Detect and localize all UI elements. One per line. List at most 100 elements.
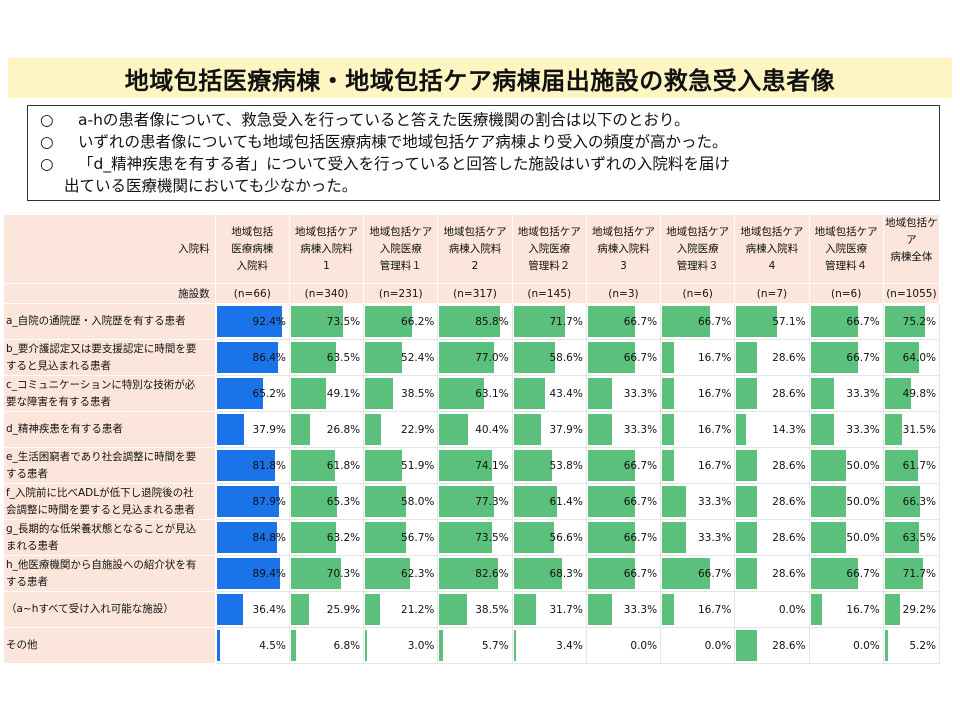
value-cell: 58.0% — [363, 483, 439, 520]
summary-line-1: ○ a-hの患者像について、救急受入を行っていると答えた医療機関の割合は以下のと… — [40, 109, 929, 131]
row-label-line: 会調整に時間を要すると見込まれる患者 — [6, 503, 195, 516]
value-cell: 28.6% — [734, 519, 810, 556]
value-label: 65.2% — [252, 387, 286, 400]
bar-green — [513, 306, 565, 337]
bar-green — [587, 594, 612, 625]
row-label-line: すると見込まれる患者 — [6, 359, 111, 372]
bar-green — [513, 342, 556, 373]
bar-green — [587, 414, 612, 445]
row-label-line: する患者 — [6, 575, 48, 588]
value-cell: 63.5% — [288, 339, 365, 376]
value-cell: 28.6% — [734, 447, 810, 484]
bar-green — [290, 342, 337, 373]
bar-green — [439, 414, 469, 445]
column-header-line: 医療病棟 — [231, 242, 274, 255]
value-cell: 63.2% — [288, 519, 365, 556]
value-label: 63.1% — [475, 387, 509, 400]
value-cell: 92.4% — [214, 303, 290, 340]
value-cell: 22.9% — [363, 411, 439, 448]
bar-green — [439, 558, 499, 589]
value-cell: 77.0% — [437, 339, 513, 376]
value-label: 77.0% — [475, 351, 509, 364]
value-label: 58.0% — [401, 495, 435, 508]
bar-green — [290, 630, 296, 661]
value-label: 31.7% — [549, 603, 583, 616]
value-cell: 0.0% — [585, 627, 662, 664]
value-cell: 87.9% — [214, 483, 290, 520]
value-label: 50.0% — [846, 495, 880, 508]
value-cell: 16.7% — [660, 447, 736, 484]
value-cell: 51.9% — [363, 447, 439, 484]
bar-green — [439, 342, 495, 373]
row-label: b_要介護認定又は要支援認定に時間を要 すると見込まれる患者 — [3, 339, 216, 376]
value-label: 73.5% — [475, 531, 509, 544]
value-cell: 66.7% — [585, 339, 662, 376]
value-label: 0.0% — [704, 639, 732, 652]
bar-green — [439, 522, 492, 553]
bar-green — [736, 306, 777, 337]
value-label: 66.7% — [623, 459, 658, 472]
value-cell: 33.3% — [585, 411, 662, 448]
column-header: 地域包括 医療病棟 入院料 — [214, 214, 290, 284]
row-label-line: する患者 — [6, 467, 48, 480]
column-header: 地域包括ケア 入院医療 管理料２ — [511, 214, 587, 284]
column-header: 地域包括ケア 病棟全体 — [882, 214, 941, 284]
column-header: 地域包括ケア 病棟入院料 1 — [288, 214, 365, 284]
value-cell: 0.0% — [734, 591, 810, 628]
column-header-line: 地域包括ケア — [740, 225, 804, 238]
column-header-line: 地域包括ケア — [814, 225, 878, 238]
value-cell: 49.1% — [288, 375, 365, 412]
value-label: 56.6% — [549, 531, 583, 544]
row-label: h_他医療機関から自施設への紹介状を有 する患者 — [3, 555, 216, 592]
value-label: 37.9% — [549, 423, 583, 436]
bar-green — [290, 522, 336, 553]
value-cell: 66.7% — [808, 555, 884, 592]
value-cell: 28.6% — [734, 627, 810, 664]
value-cell: 57.1% — [734, 303, 810, 340]
table-row: h_他医療機関から自施設への紹介状を有 する患者 89.4% 70.3% 62.3% 82… — [3, 555, 941, 592]
bar-green — [810, 594, 823, 625]
value-cell: 66.7% — [808, 303, 884, 340]
row-label-line: e_生活困窮者であり社会調整に時間を要 — [6, 450, 197, 463]
column-header-line: 地域包括ケア — [369, 225, 433, 238]
value-cell: 86.4% — [214, 339, 290, 376]
bar-green — [662, 558, 710, 589]
value-cell: 36.4% — [214, 591, 290, 628]
bar-green — [513, 450, 552, 481]
row-label: d_精神疾患を有する患者 — [3, 411, 216, 448]
value-cell: 4.5% — [214, 627, 290, 664]
value-label: 71.7% — [902, 567, 936, 580]
value-label: 33.3% — [623, 387, 658, 400]
column-header: 地域包括ケア 病棟入院料 2 — [437, 214, 513, 284]
value-cell: 3.4% — [511, 627, 587, 664]
value-cell: 33.3% — [660, 483, 736, 520]
bar-green — [513, 558, 563, 589]
column-header-line — [884, 266, 939, 283]
header-label: 入院料 — [3, 214, 216, 284]
row-label-line: 要な障害を有する患者 — [6, 395, 111, 408]
bar-green — [587, 306, 636, 337]
value-cell: 38.5% — [363, 375, 439, 412]
bullet-circle-icon: ○ — [40, 111, 54, 129]
value-label: 66.7% — [697, 567, 732, 580]
row-label: e_生活困窮者であり社会調整に時間を要 する患者 — [3, 447, 216, 484]
value-cell: 66.7% — [660, 303, 736, 340]
value-label: 61.4% — [549, 495, 583, 508]
bar-green — [810, 450, 847, 481]
value-cell: 16.7% — [808, 591, 884, 628]
value-cell: 66.7% — [660, 555, 736, 592]
value-cell: 16.7% — [660, 339, 736, 376]
bar-green — [439, 306, 501, 337]
value-label: 33.3% — [697, 531, 732, 544]
value-label: 0.0% — [778, 603, 806, 616]
bar-green — [736, 522, 757, 553]
bar-green — [290, 450, 335, 481]
table-row: d_精神疾患を有する患者 37.9% 26.8% 22.9% 40.4% 37.9% 33.… — [3, 411, 941, 448]
title-bar: 地域包括医療病棟・地域包括ケア病棟届出施設の救急受入患者像 — [8, 58, 952, 98]
header-row: 入院料 地域包括 医療病棟 入院料 地域包括ケア 病棟入院料 1 地域包括ケア 入院医療 管理料… — [3, 214, 941, 284]
value-cell: 58.6% — [511, 339, 587, 376]
value-label: 66.7% — [623, 315, 658, 328]
value-label: 31.5% — [902, 423, 936, 436]
value-label: 5.7% — [481, 639, 509, 652]
bar-green — [439, 450, 493, 481]
